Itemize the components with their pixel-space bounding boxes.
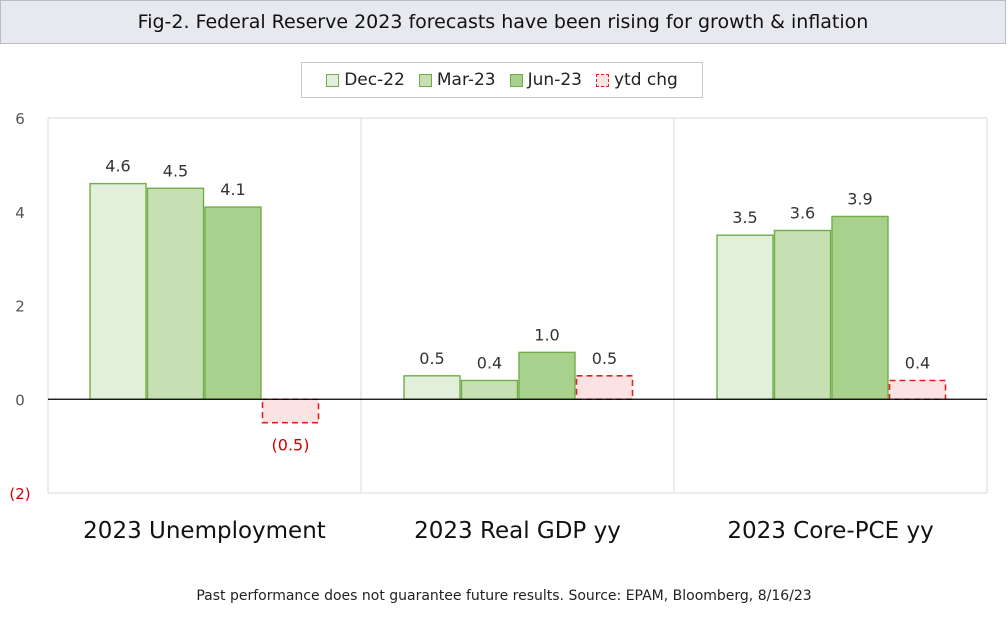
legend-swatch-jun23 bbox=[509, 73, 523, 87]
data-label-mar23-0: 4.5 bbox=[163, 161, 188, 180]
y-tick-label: 2 bbox=[15, 298, 25, 316]
bar-ytd-0 bbox=[261, 398, 320, 424]
y-tick-label: (2) bbox=[9, 485, 30, 503]
y-tick-label: 0 bbox=[15, 391, 25, 409]
legend-label-ytd: ytd chg bbox=[613, 70, 678, 90]
data-label-ytd-1: 0.5 bbox=[592, 349, 617, 368]
data-label-ytd-2: 0.4 bbox=[905, 354, 930, 373]
legend-swatch-ytd bbox=[595, 73, 609, 87]
data-label-jun23-0: 4.1 bbox=[220, 180, 245, 199]
x-category-label: 2023 Real GDP yy bbox=[414, 518, 621, 544]
data-label-dec22-0: 4.6 bbox=[105, 157, 130, 176]
data-label-dec22-1: 0.5 bbox=[419, 349, 444, 368]
legend-swatch-dec22 bbox=[326, 73, 340, 87]
data-label-dec22-2: 3.5 bbox=[732, 208, 757, 227]
data-label-mar23-1: 0.4 bbox=[477, 354, 502, 373]
bar-jun23-1 bbox=[518, 351, 576, 400]
data-label-jun23-2: 3.9 bbox=[847, 189, 872, 208]
bar-mar23-2 bbox=[773, 229, 832, 400]
legend-label-dec22: Dec-22 bbox=[344, 70, 405, 90]
bar-jun23-0 bbox=[204, 206, 262, 400]
legend-label-mar23: Mar-23 bbox=[436, 70, 496, 90]
bar-dec22-1 bbox=[403, 375, 461, 400]
legend-item-jun23: Jun-23 bbox=[509, 70, 582, 90]
source-footnote: Past performance does not guarantee futu… bbox=[196, 588, 812, 604]
bar-mar23-1 bbox=[460, 379, 519, 400]
legend-item-ytd: ytd chg bbox=[595, 70, 678, 90]
bar-dec22-2 bbox=[716, 234, 774, 400]
bar-chart: 6 4 2 0 (2) 4.6 4.5 4.1 (0.5) 2023 Unemployment 0.… bbox=[9, 110, 988, 544]
data-label-jun23-1: 1.0 bbox=[534, 325, 559, 344]
data-label-ytd-0: (0.5) bbox=[272, 436, 310, 455]
y-tick-label: 4 bbox=[15, 204, 25, 222]
y-tick-label: 6 bbox=[15, 110, 25, 128]
bar-ytd-1 bbox=[575, 375, 634, 401]
chart-title: Fig-2. Federal Reserve 2023 forecasts ha… bbox=[0, 0, 1006, 44]
legend-item-dec22: Dec-22 bbox=[326, 70, 405, 90]
legend-swatch-mar23 bbox=[418, 73, 432, 87]
x-category-label: 2023 Core-PCE yy bbox=[727, 518, 933, 544]
chart-legend: Dec-22 Mar-23 Jun-23 ytd chg bbox=[301, 62, 703, 98]
x-category-label: 2023 Unemployment bbox=[83, 518, 326, 544]
bar-jun23-2 bbox=[831, 215, 889, 400]
bar-dec22-0 bbox=[89, 182, 147, 400]
legend-item-mar23: Mar-23 bbox=[418, 70, 496, 90]
legend-label-jun23: Jun-23 bbox=[527, 70, 582, 90]
bar-ytd-2 bbox=[888, 379, 947, 401]
data-label-mar23-2: 3.6 bbox=[790, 204, 815, 223]
bar-mar23-0 bbox=[146, 187, 205, 400]
